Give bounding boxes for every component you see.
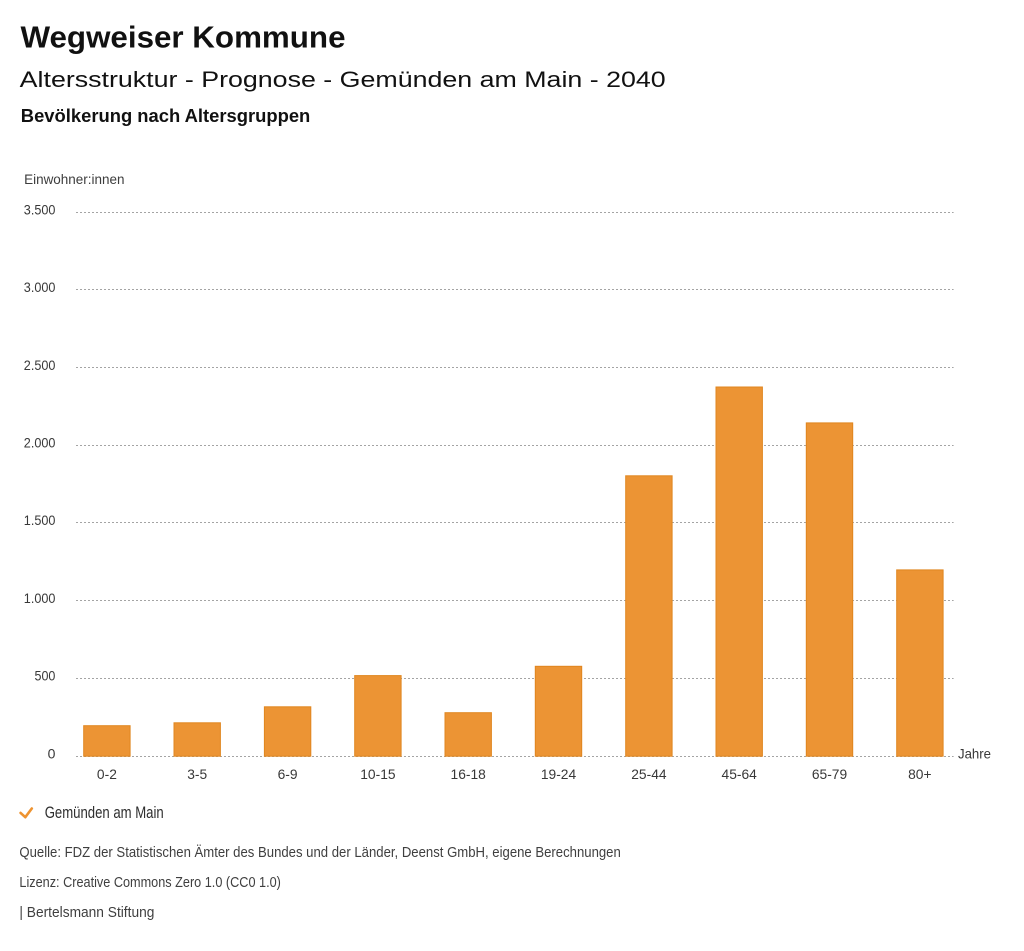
svg-text:45-64: 45-64 <box>722 767 758 782</box>
svg-text:Jahre: Jahre <box>958 746 991 762</box>
svg-text:16-18: 16-18 <box>451 767 487 782</box>
svg-text:500: 500 <box>35 668 56 684</box>
svg-text:0: 0 <box>48 745 56 761</box>
svg-text:Altersstruktur - Prognose - Ge: Altersstruktur - Prognose - Gemünden am … <box>20 67 666 92</box>
svg-text:Wegweiser Kommune: Wegweiser Kommune <box>21 21 346 55</box>
svg-text:19-24: 19-24 <box>541 767 577 782</box>
svg-text:1.000: 1.000 <box>24 590 56 606</box>
svg-text:25-44: 25-44 <box>631 767 667 782</box>
svg-text:Bevölkerung nach Altersgruppen: Bevölkerung nach Altersgruppen <box>21 106 311 126</box>
svg-text:Gemünden am Main: Gemünden am Main <box>45 803 164 822</box>
svg-text:| Bertelsmann Stiftung: | Bertelsmann Stiftung <box>19 905 154 921</box>
svg-text:2.500: 2.500 <box>24 357 56 373</box>
svg-text:Einwohner:innen: Einwohner:innen <box>24 172 124 187</box>
svg-text:Lizenz: Creative Commons Zero: Lizenz: Creative Commons Zero 1.0 (CC0 1… <box>19 875 281 891</box>
svg-text:Quelle: FDZ der Statistischen: Quelle: FDZ der Statistischen Ämter des … <box>19 844 620 861</box>
svg-text:2.000: 2.000 <box>24 435 56 451</box>
svg-text:3.000: 3.000 <box>24 279 56 295</box>
svg-text:6-9: 6-9 <box>278 767 298 782</box>
svg-text:3-5: 3-5 <box>187 767 207 782</box>
svg-text:0-2: 0-2 <box>97 767 117 782</box>
svg-text:80+: 80+ <box>908 767 931 782</box>
svg-text:3.500: 3.500 <box>24 201 56 217</box>
svg-text:10-15: 10-15 <box>360 767 396 782</box>
svg-text:1.500: 1.500 <box>24 512 56 528</box>
svg-text:65-79: 65-79 <box>812 767 848 782</box>
